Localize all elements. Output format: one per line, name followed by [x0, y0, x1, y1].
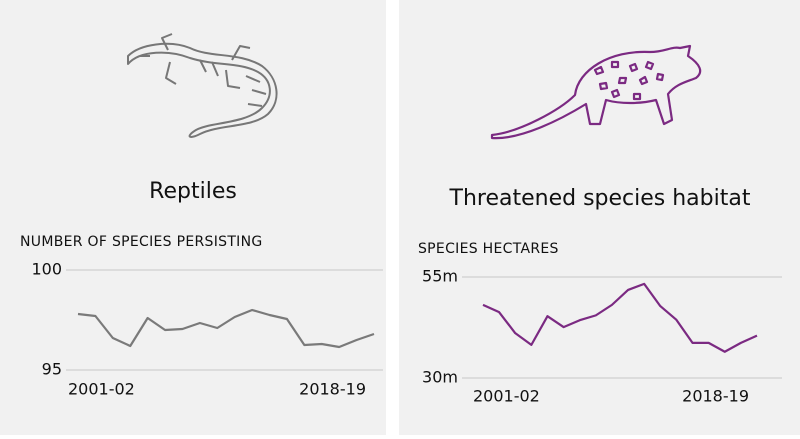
axis-label: NUMBER OF SPECIES PERSISTING [20, 234, 263, 250]
panel [0, 0, 386, 435]
x-tick-label: 2001-02 [473, 387, 540, 406]
chart-title: Threatened species habitat [449, 186, 751, 211]
reptile-icon [127, 33, 278, 138]
x-tick-label: 2018-19 [682, 387, 749, 406]
chart-title: Reptiles [149, 179, 237, 204]
y-tick-label: 95 [42, 360, 62, 379]
y-tick-label: 100 [31, 260, 62, 279]
data-line [77, 308, 375, 349]
axis-label: SPECIES HECTARES [418, 241, 559, 257]
y-tick-label: 55m [422, 267, 458, 286]
panel [399, 0, 800, 435]
data-line [482, 282, 758, 353]
x-tick-label: 2018-19 [299, 380, 366, 399]
y-tick-label: 30m [422, 368, 458, 387]
quoll-icon [490, 44, 702, 140]
x-tick-label: 2001-02 [68, 380, 135, 399]
